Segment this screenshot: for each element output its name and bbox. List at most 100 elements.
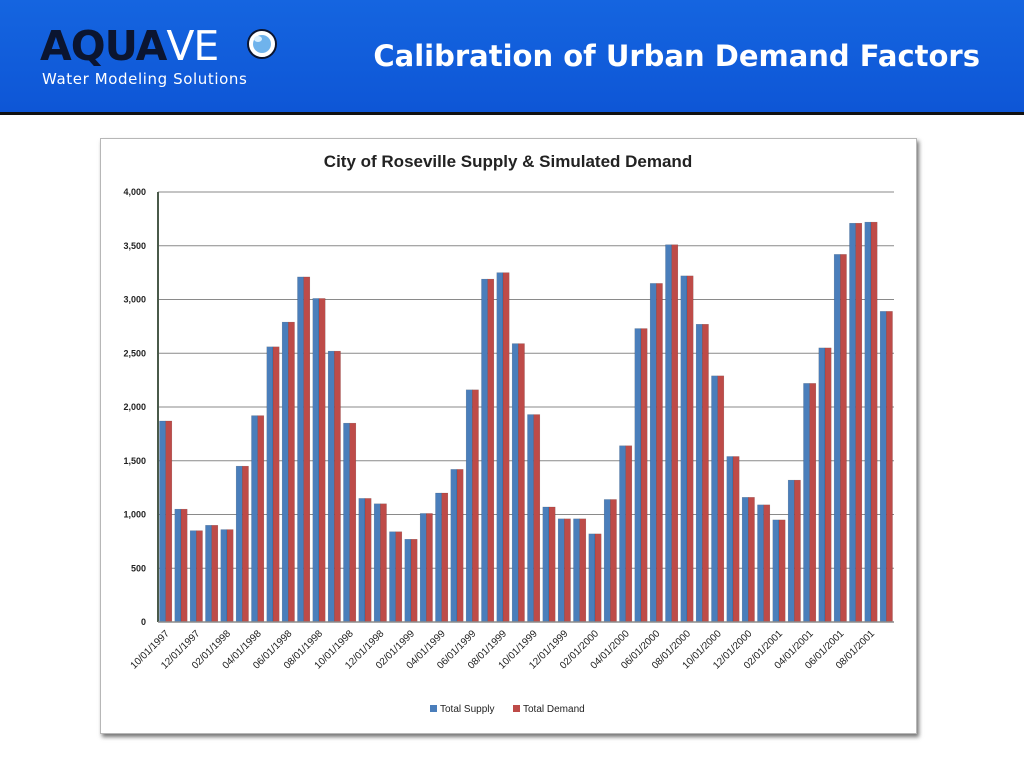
- bar-total-demand: [579, 518, 587, 623]
- bar-total-supply: [343, 422, 350, 623]
- bar-total-demand: [242, 465, 249, 623]
- water-drop-icon: [247, 29, 277, 59]
- bar-total-demand: [610, 499, 617, 623]
- bar-total-demand: [472, 389, 479, 623]
- y-tick-label: 1,500: [123, 456, 146, 466]
- bar-total-supply: [573, 518, 580, 623]
- bar-total-supply: [312, 298, 320, 623]
- gridlines: [158, 191, 894, 569]
- bar-total-supply: [833, 254, 841, 623]
- bars: [159, 221, 893, 623]
- bar-total-demand: [349, 422, 357, 623]
- bar-total-supply: [419, 513, 427, 623]
- bar-total-demand: [441, 492, 449, 623]
- bar-total-supply: [327, 350, 335, 623]
- bar-total-supply: [542, 506, 550, 623]
- legend: Total Supply Total Demand: [430, 704, 585, 715]
- x-axis-ticks: 10/01/199712/01/199702/01/199804/01/1998…: [129, 628, 878, 671]
- bar-total-supply: [603, 499, 611, 623]
- bar-total-demand: [778, 519, 786, 623]
- bar-total-supply: [864, 221, 872, 623]
- bar-total-supply: [189, 530, 197, 623]
- bar-total-demand: [656, 283, 663, 623]
- bar-total-demand: [809, 383, 817, 623]
- bar-total-supply: [174, 508, 182, 623]
- bar-total-supply: [281, 321, 289, 623]
- bar-total-demand: [518, 343, 525, 623]
- bar-total-supply: [695, 324, 703, 623]
- bar-total-demand: [533, 414, 541, 623]
- bar-total-supply: [496, 272, 504, 623]
- bar-total-supply: [680, 275, 688, 623]
- bar-total-demand: [564, 518, 571, 623]
- logo-wordmark: AQUAVE: [40, 22, 219, 70]
- bar-total-supply: [435, 492, 442, 623]
- bar-total-supply: [373, 503, 381, 623]
- bar-total-supply: [266, 346, 274, 623]
- y-tick-label: 1,000: [123, 510, 146, 520]
- legend-swatch: [513, 705, 520, 712]
- y-axis-ticks: 0 500 1,000 1,500 2,000 2,500 3,000 3,500 4,000: [123, 187, 146, 627]
- bar-total-demand: [502, 272, 510, 623]
- bar-total-supply: [557, 518, 565, 623]
- bar-total-supply: [527, 414, 534, 623]
- bar-total-supply: [220, 529, 228, 623]
- bar-total-demand: [886, 311, 893, 623]
- bar-total-supply: [787, 479, 795, 623]
- banner-divider: [0, 112, 1024, 115]
- bar-total-demand: [364, 498, 372, 623]
- aquaveo-logo: AQUAVE Water Modeling Solutions: [40, 22, 280, 94]
- y-tick-label: 3,000: [123, 295, 146, 305]
- bar-total-supply: [803, 383, 810, 623]
- bar-total-demand: [334, 350, 341, 623]
- y-tick-label: 2,500: [123, 348, 146, 358]
- bar-total-demand: [395, 531, 403, 623]
- y-tick-label: 500: [131, 563, 146, 573]
- bar-total-demand: [748, 497, 755, 623]
- bar-total-demand: [686, 275, 694, 623]
- bar-total-supply: [481, 278, 488, 623]
- bar-total-supply: [757, 504, 764, 623]
- bar-total-supply: [389, 531, 396, 623]
- y-tick-label: 4,000: [123, 187, 146, 197]
- axes: [157, 192, 894, 623]
- y-tick-label: 0: [141, 617, 146, 627]
- bar-total-demand: [824, 347, 832, 623]
- bar-total-demand: [625, 445, 633, 623]
- bar-total-supply: [741, 497, 749, 623]
- bar-total-demand: [165, 420, 173, 623]
- bar-total-supply: [205, 525, 212, 623]
- y-tick-label: 3,500: [123, 241, 146, 251]
- bar-total-supply: [619, 445, 626, 623]
- bar-total-supply: [649, 283, 657, 623]
- chart-title: City of Roseville Supply & Simulated Dem…: [324, 152, 692, 171]
- bar-total-demand: [870, 221, 878, 623]
- bar-total-supply: [465, 389, 473, 623]
- legend-swatch: [430, 705, 437, 712]
- bar-total-demand: [855, 222, 863, 623]
- bar-total-demand: [456, 469, 464, 623]
- bar-total-supply: [879, 311, 887, 623]
- bar-total-supply: [711, 375, 718, 623]
- bar-total-demand: [702, 324, 709, 623]
- bar-total-supply: [404, 539, 412, 623]
- bar-total-demand: [272, 346, 280, 623]
- bar-total-demand: [840, 254, 847, 623]
- bar-total-demand: [257, 415, 265, 623]
- bar-total-supply: [818, 347, 826, 623]
- bar-total-supply: [297, 276, 304, 623]
- bar-total-demand: [288, 321, 295, 623]
- bar-total-supply: [358, 498, 366, 623]
- page-title: Calibration of Urban Demand Factors: [373, 39, 980, 73]
- bar-total-demand: [211, 525, 219, 623]
- bar-total-demand: [794, 479, 801, 623]
- bar-total-supply: [450, 469, 458, 623]
- bar-total-supply: [251, 415, 258, 623]
- bar-total-demand: [196, 530, 203, 623]
- bar-total-supply: [159, 420, 166, 623]
- header-banner: AQUAVE Water Modeling Solutions Calibrat…: [0, 0, 1024, 112]
- logo-text-dark: AQUA: [40, 22, 167, 70]
- bar-total-demand: [548, 506, 556, 623]
- bar-total-demand: [180, 508, 188, 623]
